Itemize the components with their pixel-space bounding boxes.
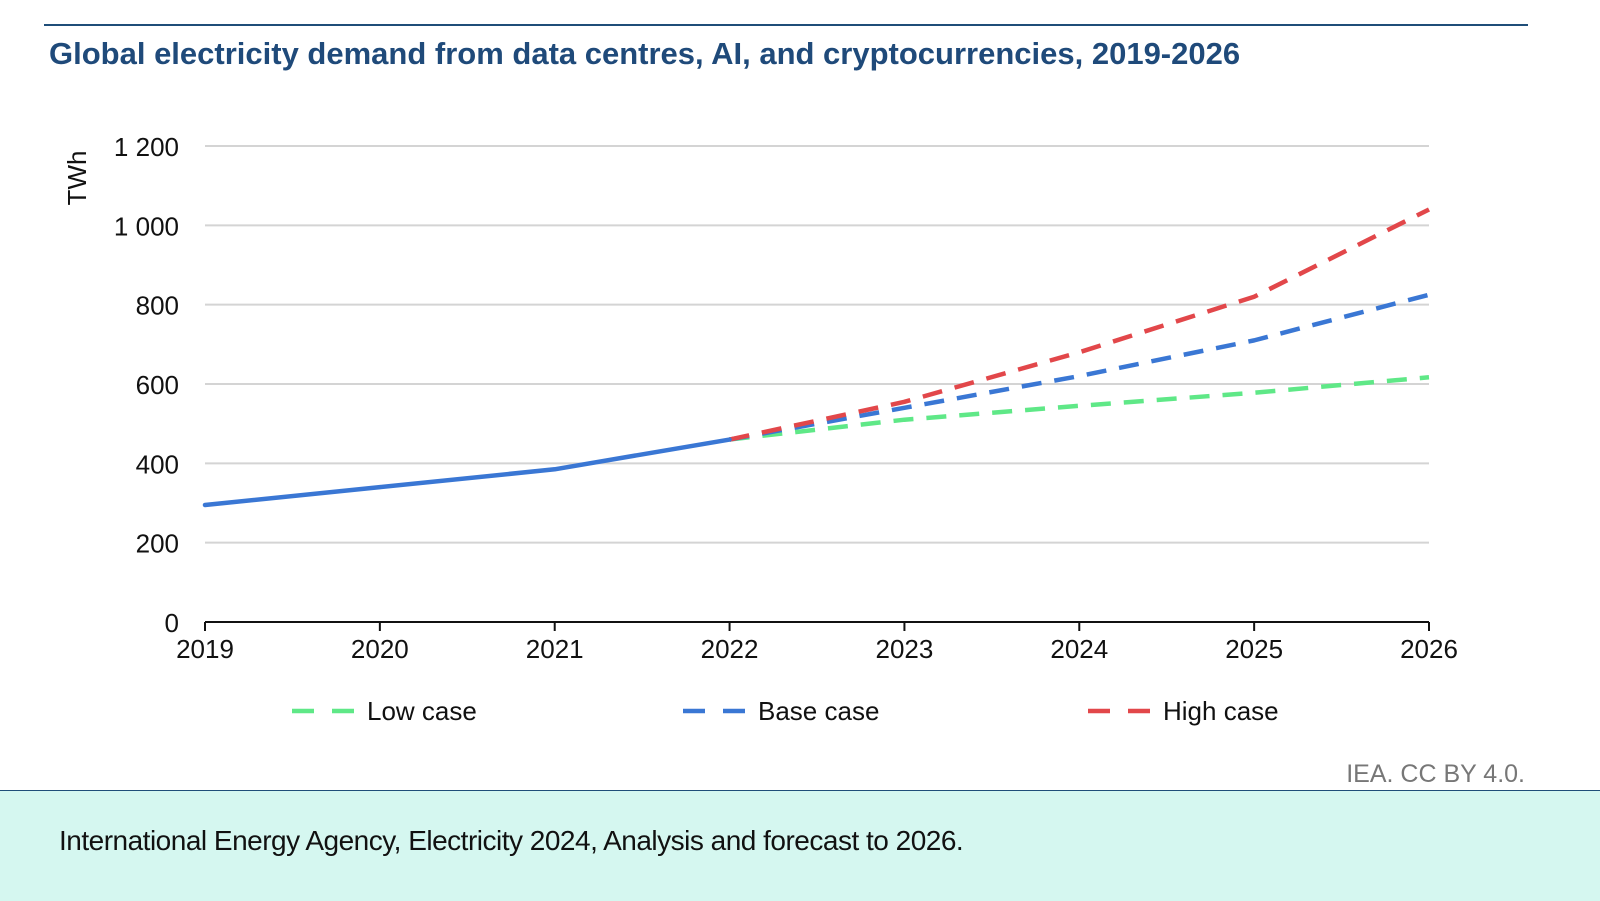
x-tick-label: 2024 <box>1050 634 1108 664</box>
top-rule <box>44 24 1528 26</box>
source-text: International Energy Agency, Electricity… <box>59 825 964 856</box>
y-tick-label: 1 000 <box>114 211 179 241</box>
x-tick-label: 2025 <box>1225 634 1283 664</box>
y-tick-label: 0 <box>165 608 179 638</box>
y-tick-label: 800 <box>136 291 179 321</box>
x-tick-label: 2023 <box>876 634 934 664</box>
y-axis-label: TWh <box>62 151 92 206</box>
credit-text: IEA. CC BY 4.0. <box>1346 760 1525 788</box>
x-tick-label: 2021 <box>526 634 584 664</box>
x-tick-label: 2020 <box>351 634 409 664</box>
y-tick-label: 400 <box>136 449 179 479</box>
series-line-historical <box>202 437 732 508</box>
line-chart: 0 200 400 600 800 1 000 1 200 2019 2020 2021 2022 2… <box>62 132 1458 726</box>
x-tick-label: 2022 <box>701 634 759 664</box>
y-tick-label: 200 <box>136 529 179 559</box>
source-footer: International Energy Agency, Electricity… <box>0 790 1600 901</box>
legend-label-low-case: Low case <box>367 696 477 726</box>
legend-label-high-case: High case <box>1163 696 1279 726</box>
y-tick-label: 1 200 <box>114 132 179 162</box>
series-line-high-case <box>729 207 1431 442</box>
chart-title: Global electricity demand from data cent… <box>49 36 1241 71</box>
y-tick-label: 600 <box>136 370 179 400</box>
legend-label-base-case: Base case <box>758 696 879 726</box>
x-tick-label: 2019 <box>176 634 234 664</box>
series-line-low-case <box>729 375 1430 442</box>
x-tick-label: 2026 <box>1400 634 1458 664</box>
series-line-base-case <box>729 292 1430 442</box>
